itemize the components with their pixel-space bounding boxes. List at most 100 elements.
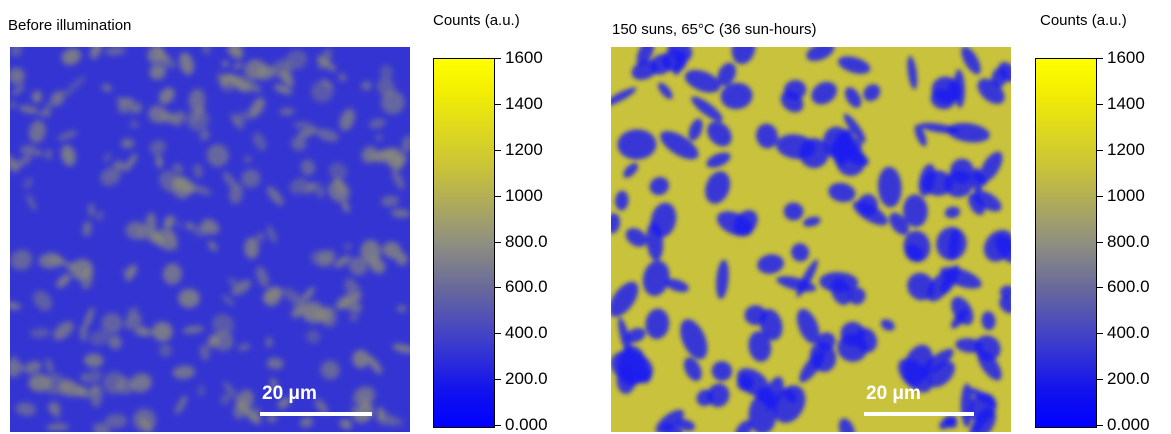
map-speckle: [731, 47, 756, 65]
map-speckle: [707, 383, 730, 408]
map-speckle: [103, 371, 126, 395]
map-speckle: [244, 59, 267, 80]
colorbar-tick-label: 1600: [1107, 48, 1145, 67]
map-speckle: [776, 276, 817, 292]
panel-title: 150 suns, 65°C (36 sun-hours): [612, 21, 817, 38]
colorbar-tick-label: 600.0: [505, 277, 548, 296]
colorbar-tick: [494, 333, 501, 334]
scalebar-line: [260, 412, 372, 416]
map-speckle: [293, 121, 313, 129]
map-speckle: [852, 200, 888, 226]
map-speckle: [23, 177, 33, 190]
map-speckle: [999, 285, 1011, 300]
map-speckle: [229, 183, 243, 205]
map-speckle: [611, 281, 639, 317]
map-speckle: [706, 152, 731, 168]
map-speckle: [141, 228, 162, 241]
map-speckle: [233, 399, 248, 420]
map-speckle: [182, 325, 205, 334]
map-speckle: [120, 138, 135, 149]
map-speckle: [806, 47, 835, 61]
map-speckle: [16, 155, 32, 167]
map-speckle: [838, 56, 871, 74]
colorbar-tick: [1096, 333, 1103, 334]
map-speckle: [338, 73, 347, 82]
pl-map-image: [611, 47, 1011, 432]
map-speckle: [951, 309, 968, 329]
map-speckle: [688, 118, 703, 141]
map-speckle: [880, 319, 895, 331]
colorbar-title: Counts (a.u.): [1040, 12, 1127, 29]
colorbar-tick-label: 400.0: [1107, 323, 1150, 342]
map-speckle: [113, 160, 126, 171]
map-speckle: [216, 72, 228, 84]
map-speckle: [159, 87, 175, 105]
map-speckle: [45, 149, 53, 160]
map-speckle: [300, 159, 316, 176]
map-speckle: [936, 226, 967, 261]
map-speckle: [266, 225, 277, 244]
map-speckle: [197, 385, 205, 397]
map-speckle: [317, 249, 336, 265]
map-speckle: [953, 69, 965, 108]
colorbar-tick: [494, 242, 501, 243]
map-speckle: [716, 259, 729, 300]
map-speckle: [348, 256, 368, 276]
map-speckle: [212, 331, 234, 352]
map-speckle: [667, 47, 693, 62]
map-speckle: [24, 360, 42, 374]
map-speckle: [175, 177, 196, 194]
map-speckle: [125, 221, 147, 240]
map-speckle: [392, 343, 410, 354]
map-speckle: [289, 177, 309, 195]
map-speckle: [199, 344, 210, 361]
map-speckle: [255, 266, 269, 288]
map-speckle: [903, 194, 928, 228]
map-speckle: [665, 278, 689, 293]
map-speckle: [736, 374, 754, 392]
map-speckle: [44, 373, 66, 395]
map-speckle: [191, 185, 212, 195]
map-speckle: [379, 65, 394, 79]
map-speckle: [352, 349, 370, 369]
map-speckle: [277, 398, 291, 407]
map-speckle: [219, 393, 231, 405]
map-speckle: [720, 82, 753, 110]
map-speckle: [998, 61, 1011, 83]
map-speckle: [87, 203, 95, 218]
map-speckle: [80, 267, 94, 290]
colorbar-tick-label: 0.000: [505, 415, 548, 434]
map-speckle: [83, 353, 104, 368]
map-speckle: [244, 237, 260, 259]
map-speckle: [636, 47, 655, 66]
map-speckle: [243, 155, 252, 164]
map-speckle: [227, 47, 243, 56]
map-speckle: [907, 56, 918, 90]
map-speckle: [328, 180, 350, 203]
map-speckle: [291, 296, 305, 320]
map-speckle: [193, 163, 204, 179]
map-speckle: [188, 88, 206, 111]
map-speckle: [302, 183, 316, 195]
map-speckle: [162, 263, 182, 285]
map-speckle: [179, 52, 194, 75]
map-speckle: [361, 81, 372, 91]
map-speckle: [748, 393, 777, 432]
map-speckle: [192, 104, 205, 123]
map-speckle: [650, 54, 672, 75]
map-speckle: [339, 418, 353, 430]
map-speckle: [961, 47, 981, 75]
map-speckle: [10, 47, 23, 57]
scalebar-line: [864, 412, 974, 416]
map-speckle: [968, 193, 985, 216]
map-speckle: [124, 153, 138, 172]
colorbar-tick: [494, 287, 501, 288]
map-speckle: [380, 90, 405, 115]
map-speckle: [376, 77, 396, 97]
colorbar-tick-label: 1400: [505, 94, 543, 113]
map-speckle: [334, 255, 351, 268]
colorbar-tick-label: 1200: [1107, 140, 1145, 159]
map-speckle: [757, 254, 784, 274]
map-speckle: [96, 210, 105, 222]
map-speckle: [206, 144, 229, 167]
